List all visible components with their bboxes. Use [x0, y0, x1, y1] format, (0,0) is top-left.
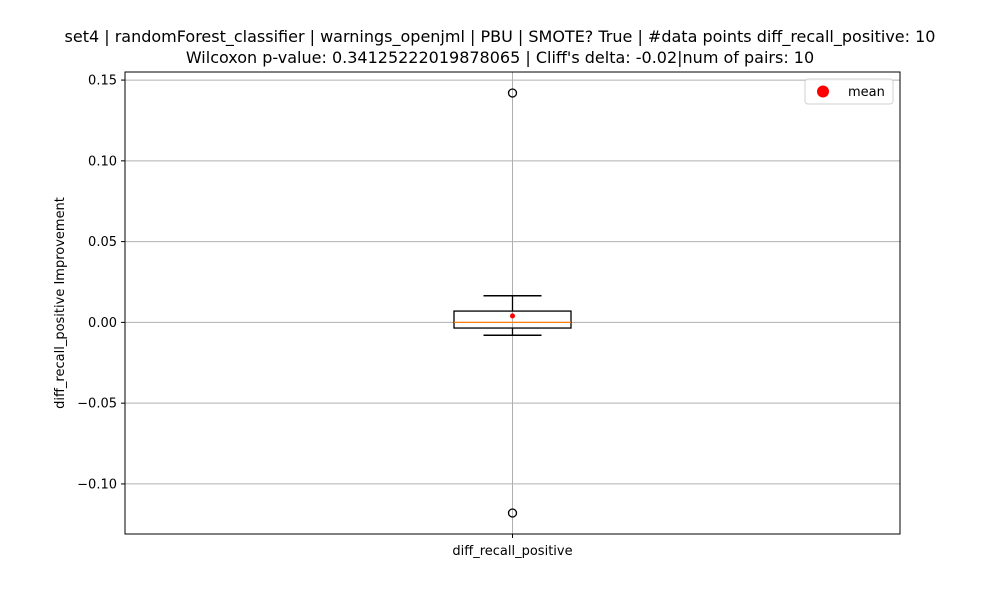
chart-title-line-1: set4 | randomForest_classifier | warning…: [64, 27, 936, 46]
iqr-box: [453, 310, 572, 329]
outlier-point: [507, 88, 518, 98]
y-tick-label: 0.05: [88, 235, 117, 250]
y-tick-label: 0.15: [88, 74, 117, 89]
y-axis-label: diff_recall_positive Improvement: [53, 197, 68, 409]
box-layer: [453, 88, 572, 518]
chart-title-line-2: Wilcoxon p-value: 0.34125222019878065 | …: [185, 48, 815, 67]
y-tick-label: 0.10: [88, 154, 117, 169]
legend-mean-marker: [817, 85, 829, 98]
x-tick-label: diff_recall_positive: [452, 544, 572, 559]
outlier-point: [507, 508, 518, 518]
legend-frame: [804, 78, 894, 105]
y-tick-label: −0.10: [77, 477, 117, 492]
axis-layer: −0.10 −0.05 0.00 0.05 0.10 0.15 diff_recall_po…: [77, 74, 572, 559]
legend: mean: [804, 78, 894, 105]
mean-point: [510, 313, 515, 319]
y-tick-label: −0.05: [77, 397, 117, 412]
legend-mean-label: mean: [848, 85, 885, 100]
y-tick-label: 0.00: [88, 316, 117, 331]
